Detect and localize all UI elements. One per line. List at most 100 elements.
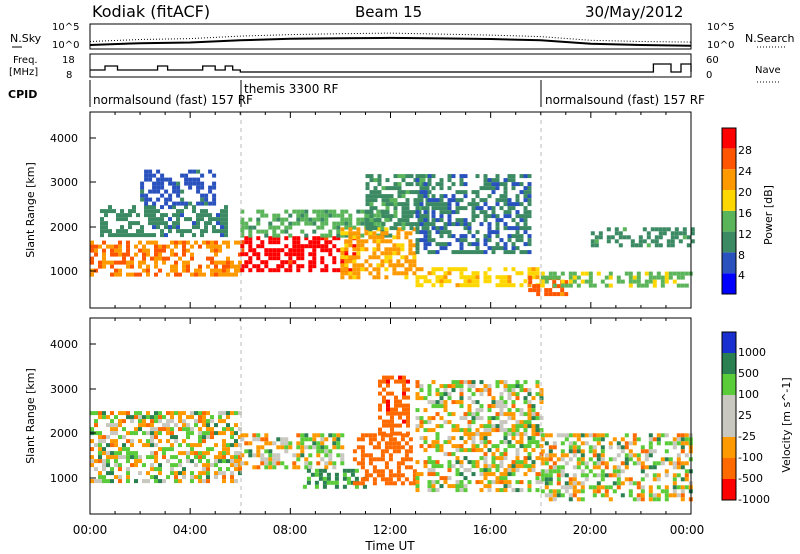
power-cbar-tick-4: 4 [738,269,745,282]
vel-cbar-step-6 [722,458,736,479]
xtick-1200: 12:00 [373,523,408,537]
noise-tick-right-top: 10^5 [707,22,734,33]
vel-cbar-tick-m100: -100 [738,451,763,464]
freq-frame [89,53,692,78]
velocity-region-3 [352,433,417,486]
power-cbar-tick-24: 24 [738,165,752,178]
freq-lines [90,63,692,73]
velocity-ytick-1000: 1000 [50,472,78,485]
vel-cbar-tick-m500: -500 [738,472,763,485]
power-cbar-tick-8: 8 [738,249,745,262]
noise-tick-left-top: 10^5 [52,22,79,33]
vel-cbar-tick-25: 25 [738,409,752,422]
vel-cbar-tick-m25: -25 [738,430,756,443]
velocity-region-4 [378,375,410,436]
power-ytick-3000: 3000 [50,176,78,189]
x-axis: 00:00 04:00 08:00 12:00 16:00 20:00 00:0… [73,112,705,553]
vel-cbar-step-0 [722,332,736,353]
velocity-ytick-3000: 3000 [50,383,78,396]
power-ylabel: Slant Range [km] [24,162,37,258]
xtick-2000: 20:00 [573,523,608,537]
power-cbar-step-1 [722,252,736,274]
power-cbar-tick-12: 12 [738,228,752,241]
vel-cbar-step-3 [722,395,736,416]
vel-cbar-step-5 [722,437,736,458]
power-heatmap [90,169,695,297]
power-region-0 [90,240,242,277]
xtick-0400: 04:00 [173,523,208,537]
cpid-segment-2: themis 3300 RF [244,82,338,96]
power-cbar-step-2 [722,231,736,253]
vel-cbar-step-4 [722,416,736,437]
x-tick-marks [89,112,692,514]
nave-tick-bottom: 0 [706,70,712,81]
velocity-panel: 1000 2000 3000 4000 Slant Range [km] 100… [24,317,793,515]
power-panel: 1000 2000 3000 4000 Slant Range [km] 4 8… [24,111,775,309]
vel-cbar-tick-m1000: -1000 [738,493,770,506]
nsearch-label: N.Search [745,32,795,45]
vel-cbar-tick-1000: 1000 [738,346,766,359]
noise-tick-right-bottom: 10^0 [707,40,734,51]
velocity-region-0 [90,411,242,484]
cpid-segment-3: normalsound (fast) 157 RF [545,93,705,107]
power-region-7 [415,174,532,255]
x-axis-label: Time UT [364,539,415,553]
velocity-colorbar [721,331,737,501]
vel-cbar-tick-500: 500 [738,367,759,380]
power-colorbar-ticks: 4 8 12 16 20 24 28 [738,144,752,282]
freq-series-0 [90,63,692,73]
cpid-label: CPID [8,88,37,101]
power-region-2 [140,169,217,206]
cpid-strip: CPID normalsound (fast) 157 RF themis 33… [8,80,705,107]
power-ytick-2000: 2000 [50,221,78,234]
power-cbar-tick-28: 28 [738,144,752,157]
beam-title: Beam 15 [355,3,422,21]
vel-cbar-tick-100: 100 [738,388,759,401]
nave-tick-top: 60 [706,55,719,66]
power-cbar-step-7 [722,127,736,149]
cpid-segment-1: normalsound (fast) 157 RF [93,93,253,107]
noise-series-1 [89,32,692,43]
date-title: 30/May/2012 [585,3,683,21]
nsky-label: N.Sky [10,32,42,45]
xtick-2400: 00:00 [670,523,705,537]
freq-label-line1: Freq. [13,55,38,66]
power-colorbar-label: Power [dB] [762,185,775,245]
noise-lines [89,32,692,47]
power-cbar-tick-20: 20 [738,186,752,199]
xtick-0000: 00:00 [73,523,108,537]
power-cbar-step-3 [722,210,736,232]
freq-tick-bottom: 8 [66,70,72,81]
vel-cbar-step-2 [722,374,736,395]
power-region-1 [100,205,228,238]
power-region-5 [340,227,417,280]
power-ytick-4000: 4000 [50,132,78,145]
velocity-ytick-4000: 4000 [50,338,78,351]
xtick-1600: 16:00 [473,523,508,537]
noise-frame [89,23,692,50]
power-cbar-step-6 [722,148,736,170]
xtick-0800: 08:00 [273,523,308,537]
vel-cbar-step-1 [722,353,736,374]
power-cbar-step-0 [722,273,736,294]
velocity-colorbar-label: Velocity [m s^-1] [780,377,793,472]
power-region-11 [590,227,695,248]
power-region-8 [415,267,544,288]
power-cbar-step-4 [722,190,736,211]
power-cbar-tick-16: 16 [738,207,752,220]
vel-cbar-step-7 [722,479,736,500]
noise-series-0 [89,36,692,47]
velocity-y-ticks: 1000 2000 3000 4000 [50,338,96,485]
power-cbar-step-5 [722,169,736,190]
freq-tick-top: 18 [62,55,75,66]
noise-tick-left-bottom: 10^0 [52,40,79,51]
power-ytick-1000: 1000 [50,265,78,278]
frequency-strip: Freq. [MHz] 18 8 60 0 Nave [9,53,781,83]
velocity-ytick-2000: 2000 [50,427,78,440]
power-colorbar [721,127,737,295]
power-region-10 [540,271,693,288]
freq-label-line2: [MHz] [9,67,38,78]
velocity-region-1 [240,433,345,470]
power-y-ticks: 1000 2000 3000 4000 [50,132,96,278]
